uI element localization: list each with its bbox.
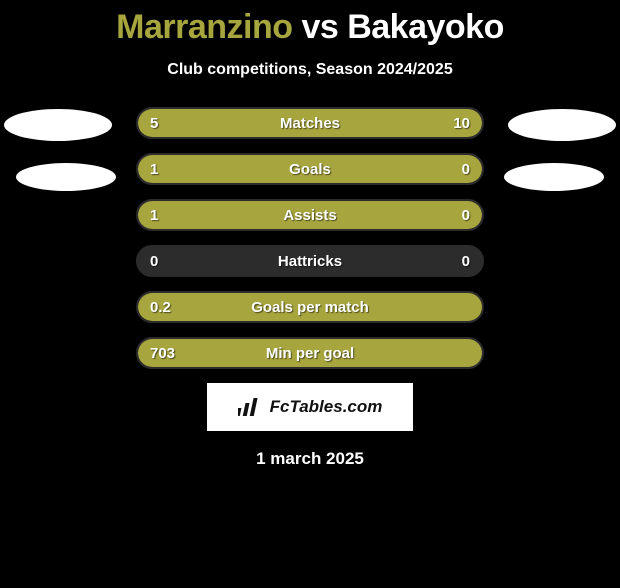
fctables-badge: FcTables.com <box>207 383 413 431</box>
stat-row-hattricks: 0 Hattricks 0 <box>136 245 484 277</box>
stat-label: Hattricks <box>138 247 482 275</box>
subtitle: Club competitions, Season 2024/2025 <box>0 61 620 79</box>
player1-avatar-placeholder-icon <box>4 109 112 141</box>
stat-row-goals: 1 Goals 0 <box>136 153 484 185</box>
stat-label: Min per goal <box>138 339 482 367</box>
title: Marranzino vs Bakayoko <box>0 8 620 47</box>
stat-right-value: 0 <box>462 155 470 183</box>
stat-row-gpm: 0.2 Goals per match <box>136 291 484 323</box>
stat-label: Assists <box>138 201 482 229</box>
stat-right-value: 10 <box>453 109 470 137</box>
comparison-chart: 5 Matches 10 1 Goals 0 1 Assists 0 0 Hat… <box>0 107 620 369</box>
stat-right-value: 0 <box>462 201 470 229</box>
fctables-text: FcTables.com <box>270 397 383 417</box>
stat-row-assists: 1 Assists 0 <box>136 199 484 231</box>
player1-flag-placeholder-icon <box>16 163 116 191</box>
stat-row-matches: 5 Matches 10 <box>136 107 484 139</box>
stat-label: Goals <box>138 155 482 183</box>
stat-label: Matches <box>138 109 482 137</box>
title-player2: Bakayoko <box>347 8 504 46</box>
fctables-logo-icon <box>238 396 264 418</box>
player2-flag-placeholder-icon <box>504 163 604 191</box>
title-player1: Marranzino <box>116 8 292 46</box>
title-vs: vs <box>301 8 338 46</box>
player2-avatar-placeholder-icon <box>508 109 616 141</box>
stat-label: Goals per match <box>138 293 482 321</box>
stat-right-value: 0 <box>462 247 470 275</box>
stat-row-mpg: 703 Min per goal <box>136 337 484 369</box>
snapshot-date: 1 march 2025 <box>0 449 620 469</box>
stat-bars: 5 Matches 10 1 Goals 0 1 Assists 0 0 Hat… <box>136 107 484 369</box>
